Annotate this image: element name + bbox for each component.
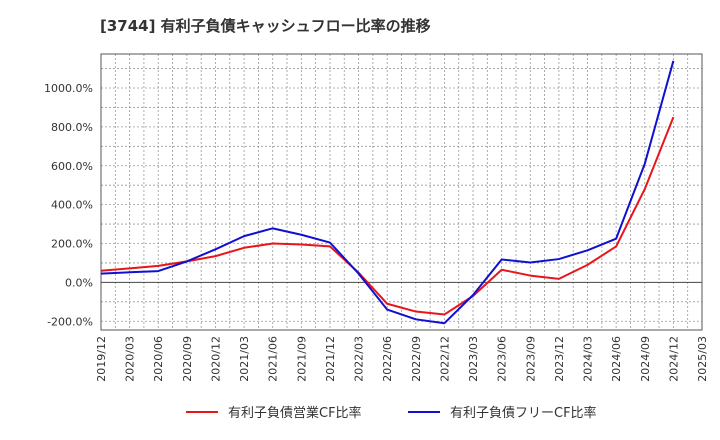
- x-tick-label: 2025/03: [696, 336, 709, 382]
- x-tick-label: 2023/03: [467, 336, 480, 382]
- x-tick-label: 2020/06: [152, 336, 165, 382]
- legend: 有利子負債営業CF比率 有利子負債フリーCF比率: [186, 405, 597, 421]
- axis-layer: -200.0% 0.0% 200.0% 400.0% 600.0% 800.0% 1000.…: [44, 53, 709, 382]
- x-tick-label: 2023/06: [496, 336, 509, 382]
- x-tick-label: 2024/12: [667, 336, 680, 382]
- plot-border: [100, 53, 703, 331]
- y-tick-label: 1000.0%: [44, 82, 93, 95]
- x-tick-label: 2023/09: [524, 336, 537, 382]
- x-tick-label: 2024/09: [639, 336, 652, 382]
- y-tick-label: 0.0%: [65, 276, 93, 289]
- chart-title: [3744] 有利子負債キャッシュフロー比率の推移: [100, 17, 431, 35]
- x-tick-label: 2023/12: [553, 336, 566, 382]
- x-tick-label: 2020/09: [181, 336, 194, 382]
- series-line-1: [100, 116, 675, 316]
- x-tick-label: 2021/06: [267, 336, 280, 382]
- x-tick-label: 2022/12: [438, 336, 451, 382]
- x-tick-label: 2021/09: [295, 336, 308, 382]
- x-tick-label: 2019/12: [95, 336, 108, 382]
- y-tick-label: 800.0%: [51, 121, 93, 134]
- legend-label-2: 有利子負債フリーCF比率: [450, 405, 597, 421]
- x-tick-label: 2024/06: [610, 336, 623, 382]
- y-tick-label: 200.0%: [51, 238, 93, 251]
- x-tick-label: 2022/03: [353, 336, 366, 382]
- grid-layer: [100, 54, 703, 330]
- x-tick-label: 2021/03: [238, 336, 251, 382]
- y-tick-label: -200.0%: [47, 315, 93, 328]
- x-tick-label: 2020/03: [124, 336, 137, 382]
- legend-label-1: 有利子負債営業CF比率: [228, 405, 362, 421]
- series-layer: [100, 60, 675, 325]
- x-tick-label: 2024/03: [582, 336, 595, 382]
- x-tick-label: 2022/06: [381, 336, 394, 382]
- y-tick-label: 400.0%: [51, 199, 93, 212]
- series-line-2: [100, 60, 675, 325]
- y-tick-label: 600.0%: [51, 160, 93, 173]
- x-tick-label: 2021/12: [324, 336, 337, 382]
- x-tick-label: 2020/12: [209, 336, 222, 382]
- x-tick-label: 2022/09: [410, 336, 423, 382]
